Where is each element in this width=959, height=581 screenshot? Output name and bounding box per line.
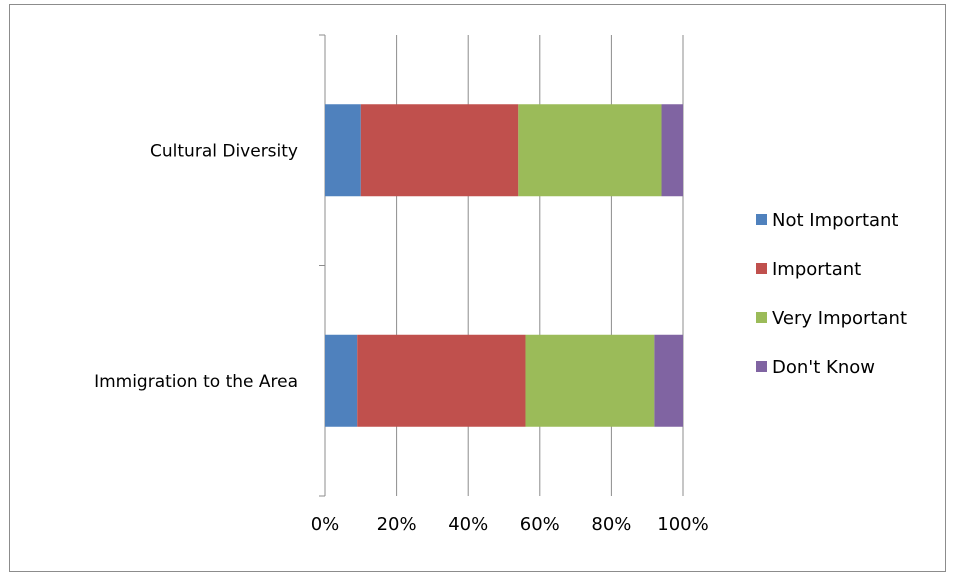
category-labels: Cultural Diversity Immigration to the Are… xyxy=(94,141,298,392)
bar-segment xyxy=(654,334,683,427)
category-label: Cultural Diversity xyxy=(150,141,298,161)
legend-label: Not Important xyxy=(772,210,899,231)
bars xyxy=(325,104,683,427)
legend-label: Very Important xyxy=(772,308,907,329)
legend-label: Don't Know xyxy=(772,357,875,378)
x-tick-label: 20% xyxy=(377,514,417,535)
bar-segment xyxy=(518,104,662,197)
legend: Not Important Important Very Important Don'… xyxy=(756,210,907,378)
category-axis xyxy=(319,34,326,497)
legend-swatch xyxy=(756,263,767,274)
legend-swatch xyxy=(756,214,767,225)
x-tick-label: 40% xyxy=(448,514,488,535)
bar-segment xyxy=(360,104,519,197)
bar-segment xyxy=(525,334,655,427)
bar-segment xyxy=(357,334,526,427)
chart-area xyxy=(9,4,946,572)
x-tick-label: 60% xyxy=(520,514,560,535)
bar-segment xyxy=(325,104,361,197)
category-label: Immigration to the Area xyxy=(94,372,298,392)
bar-segment xyxy=(325,334,358,427)
x-tick-label: 80% xyxy=(591,514,631,535)
x-tick-labels: 0% 20% 40% 60% 80% 100% xyxy=(311,514,709,535)
x-tick-label: 100% xyxy=(657,514,708,535)
legend-swatch xyxy=(756,361,767,372)
legend-label: Important xyxy=(772,259,861,280)
gridlines xyxy=(324,35,684,496)
x-tick-label: 0% xyxy=(311,514,340,535)
legend-swatch xyxy=(756,312,767,323)
bar-segment xyxy=(661,104,683,197)
